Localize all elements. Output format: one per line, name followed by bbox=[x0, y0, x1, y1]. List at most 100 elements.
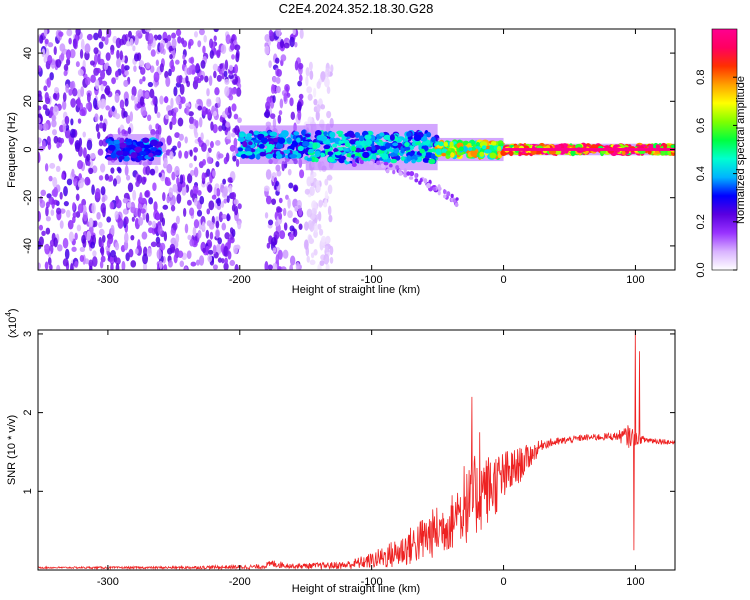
noise-blob bbox=[236, 87, 242, 97]
band-blob bbox=[150, 139, 158, 146]
tail-blob bbox=[383, 161, 389, 166]
noise-blob bbox=[176, 75, 182, 84]
noise-blob bbox=[198, 255, 205, 266]
noise-blob bbox=[53, 186, 59, 198]
noise-blob bbox=[237, 117, 242, 124]
noise-blob bbox=[201, 142, 207, 152]
noise-blob bbox=[108, 174, 114, 182]
noise-blob bbox=[221, 258, 225, 264]
noise-blob bbox=[226, 213, 230, 222]
noise-blob bbox=[72, 216, 76, 224]
noise-blob bbox=[45, 206, 49, 217]
noise-blob bbox=[69, 128, 76, 138]
noise-blob bbox=[218, 125, 223, 132]
noise-blob bbox=[168, 68, 172, 77]
noise-blob bbox=[184, 136, 188, 144]
noise-blob bbox=[80, 86, 85, 97]
noise-blob bbox=[69, 81, 74, 90]
noise-blob bbox=[86, 139, 93, 151]
band-blob bbox=[381, 153, 389, 160]
noise-blob bbox=[226, 195, 230, 203]
noise-blob bbox=[215, 139, 221, 146]
noise-blob bbox=[192, 184, 199, 195]
noise-blob bbox=[325, 235, 331, 245]
noise-blob bbox=[158, 172, 162, 178]
noise-blob bbox=[72, 87, 78, 97]
noise-blob bbox=[77, 159, 84, 170]
noise-blob bbox=[75, 61, 80, 68]
noise-blob bbox=[84, 176, 91, 186]
band-blob bbox=[244, 147, 252, 153]
noise-blob bbox=[233, 113, 239, 120]
noise-blob bbox=[172, 183, 178, 193]
noise-blob bbox=[212, 170, 216, 177]
band-blob bbox=[134, 146, 143, 153]
noise-blob bbox=[114, 257, 121, 265]
noise-blob bbox=[99, 260, 104, 269]
tail-blob bbox=[414, 178, 419, 183]
noise-blob bbox=[229, 259, 236, 267]
noise-blob bbox=[41, 48, 46, 58]
band-blob bbox=[489, 152, 497, 159]
noise-blob bbox=[184, 266, 188, 270]
band-blob bbox=[114, 142, 120, 150]
band-blob bbox=[296, 137, 301, 143]
tail-blob bbox=[418, 180, 422, 185]
noise-blob bbox=[212, 264, 218, 270]
band-blob bbox=[389, 134, 395, 141]
noise-blob bbox=[141, 231, 148, 240]
noise-blob bbox=[48, 175, 53, 182]
noise-blob bbox=[49, 264, 53, 270]
noise-blob bbox=[38, 137, 42, 144]
band-blob bbox=[431, 136, 436, 143]
noise-blob bbox=[270, 113, 276, 119]
noise-blob bbox=[285, 194, 289, 200]
noise-blob bbox=[227, 251, 232, 260]
noise-blob bbox=[157, 34, 162, 41]
noise-blob bbox=[141, 176, 147, 185]
band-blob bbox=[426, 131, 432, 138]
noise-blob bbox=[142, 76, 146, 82]
band-blob bbox=[267, 143, 274, 151]
noise-blob bbox=[81, 234, 86, 244]
noise-blob bbox=[150, 128, 156, 136]
noise-blob bbox=[211, 194, 217, 200]
band-blob bbox=[310, 156, 316, 163]
noise-blob bbox=[127, 30, 132, 38]
band-blob bbox=[280, 130, 289, 137]
noise-blob bbox=[293, 185, 298, 192]
noise-blob bbox=[100, 202, 107, 214]
band-blob bbox=[123, 156, 130, 162]
noise-blob bbox=[89, 60, 95, 66]
noise-blob bbox=[319, 260, 325, 266]
noise-blob bbox=[312, 87, 317, 98]
noise-blob bbox=[209, 231, 214, 240]
noise-blob bbox=[147, 81, 154, 88]
noise-blob bbox=[172, 222, 178, 231]
tail-blob bbox=[364, 161, 369, 167]
noise-blob bbox=[149, 168, 156, 176]
band-blob bbox=[314, 157, 319, 163]
noise-blob bbox=[53, 87, 60, 94]
noise-blob bbox=[276, 169, 282, 177]
noise-blob bbox=[173, 253, 178, 264]
noise-blob bbox=[298, 74, 303, 82]
noise-blob bbox=[233, 199, 239, 205]
noise-blob bbox=[263, 111, 270, 118]
noise-blob bbox=[58, 153, 62, 162]
noise-blob bbox=[42, 123, 49, 131]
noise-blob bbox=[265, 169, 272, 180]
tail-blob bbox=[414, 173, 418, 178]
noise-blob bbox=[264, 261, 269, 270]
band-blob bbox=[130, 151, 138, 159]
noise-blob bbox=[70, 263, 74, 270]
noise-blob bbox=[235, 52, 240, 63]
noise-blob bbox=[328, 214, 333, 223]
noise-blob bbox=[294, 205, 299, 212]
noise-blob bbox=[275, 254, 280, 264]
noise-blob bbox=[125, 41, 131, 47]
noise-blob bbox=[283, 42, 290, 49]
noise-blob bbox=[38, 152, 41, 163]
noise-blob bbox=[228, 64, 234, 71]
noise-blob bbox=[43, 85, 48, 92]
